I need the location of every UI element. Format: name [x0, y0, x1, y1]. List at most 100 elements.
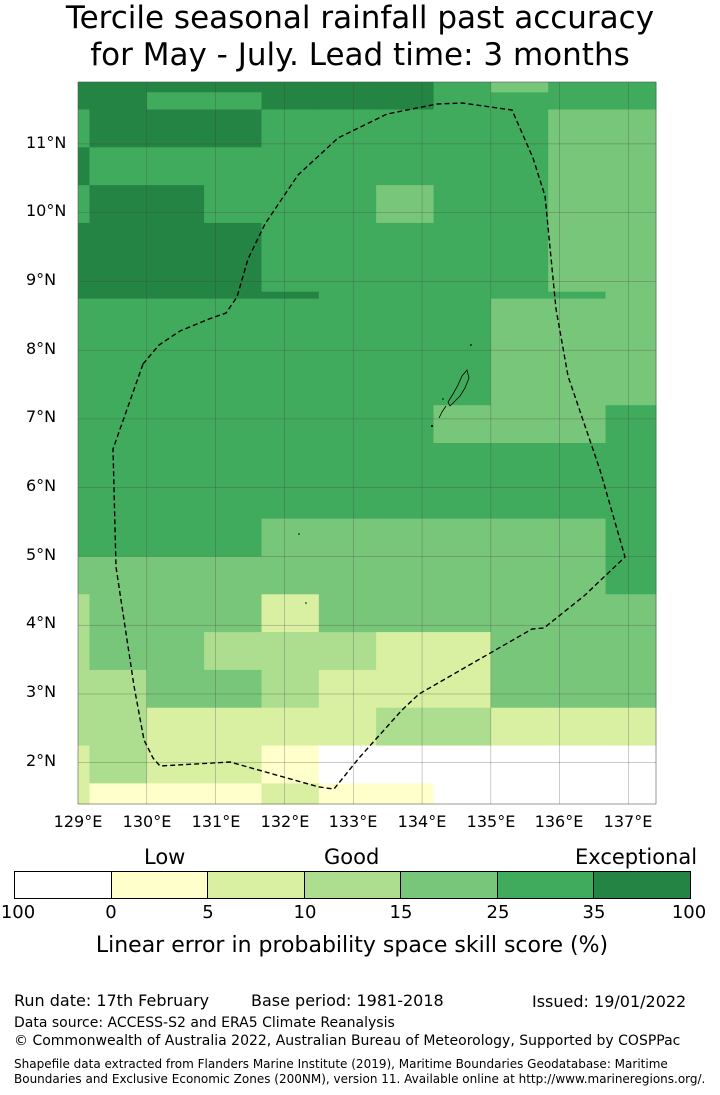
skill-cell	[548, 82, 607, 93]
skill-cell	[433, 405, 492, 444]
run-date: Run date: 17th February	[14, 991, 210, 1010]
issued-date: Issued: 19/01/2022	[532, 992, 687, 1011]
skill-cell	[89, 291, 148, 300]
skill-cell	[433, 594, 492, 633]
skill-cell	[605, 556, 657, 595]
skill-cell	[204, 291, 263, 300]
colorbar-tick: 25	[486, 902, 510, 923]
skill-cell	[204, 298, 263, 331]
skill-cell	[89, 669, 148, 709]
colorbar-tick: 100	[0, 902, 36, 923]
skill-cell	[376, 556, 435, 595]
skill-cell	[433, 367, 492, 406]
skill-cell	[548, 367, 607, 406]
skill-cell	[318, 329, 377, 368]
skill-cell	[89, 556, 148, 595]
skill-cell	[548, 480, 607, 520]
colorbar-title: Linear error in probability space skill …	[95, 933, 609, 958]
skill-cell	[605, 518, 657, 557]
skill-cell	[78, 632, 90, 671]
skill-cell	[204, 556, 263, 595]
skill-cell	[78, 783, 90, 805]
lon-label: 131°E	[191, 812, 241, 831]
skill-cell	[78, 443, 90, 482]
skill-cell	[548, 556, 607, 595]
lat-label: 8°N	[26, 339, 57, 358]
skill-cell	[146, 298, 205, 331]
skill-cell	[433, 783, 492, 805]
colorbar-bin	[304, 872, 402, 898]
skill-cell	[490, 82, 549, 93]
title-line-1: Tercile seasonal rainfall past accuracy	[65, 0, 655, 36]
skill-cell	[204, 480, 263, 520]
map-frame	[77, 81, 657, 805]
skill-cell	[318, 556, 377, 595]
skill-cell	[89, 185, 148, 224]
skill-cell	[318, 222, 377, 293]
skill-cell	[318, 82, 377, 93]
skill-cell	[146, 222, 205, 293]
skill-cell	[490, 669, 549, 709]
skill-cell	[433, 222, 492, 293]
skill-cell	[78, 92, 90, 111]
skill-cell	[261, 92, 320, 111]
skill-cell	[146, 669, 205, 709]
skill-cell	[146, 92, 205, 111]
lat-label: 7°N	[26, 407, 57, 426]
tobi-islet	[305, 602, 307, 604]
skill-cell	[204, 109, 263, 148]
skill-cell	[89, 632, 148, 671]
lon-label: 132°E	[260, 812, 310, 831]
skill-cell	[490, 632, 549, 671]
skill-cell	[204, 222, 263, 293]
colorbar-bin	[401, 872, 498, 898]
skill-cell	[146, 632, 205, 671]
skill-cell	[376, 222, 435, 293]
skill-cell	[548, 298, 607, 331]
skill-cell	[204, 405, 263, 444]
colorbar-bin	[497, 872, 595, 898]
skill-cell	[78, 291, 90, 300]
skill-cell	[89, 222, 148, 293]
skill-cell	[78, 556, 90, 595]
skill-cell	[146, 367, 205, 406]
skill-cell	[548, 291, 607, 300]
skill-cell	[261, 298, 320, 331]
skill-cell	[318, 745, 377, 784]
skill-cell	[376, 632, 435, 671]
lat-label: 5°N	[26, 545, 57, 564]
colorbar-tick: 35	[582, 902, 606, 923]
skill-cell	[261, 745, 320, 784]
skill-cell	[89, 367, 148, 406]
skill-cell	[261, 291, 320, 300]
skill-cell	[548, 443, 607, 482]
skill-cell	[204, 783, 263, 805]
colorbar-bin	[15, 872, 112, 898]
skill-cell	[605, 147, 657, 186]
skill-cell	[261, 82, 320, 93]
eez-boundary	[112, 102, 626, 790]
skill-cell	[433, 185, 492, 224]
skill-cell	[146, 147, 205, 186]
skill-cell	[204, 745, 263, 784]
skill-cell	[318, 147, 377, 186]
skill-cell	[146, 109, 205, 148]
base-period: Base period: 1981-2018	[251, 991, 444, 1010]
skill-cell	[204, 147, 263, 186]
skill-cell	[318, 109, 377, 148]
babeldaob-island	[447, 369, 470, 407]
skill-cell	[490, 367, 549, 406]
colorbar-bin	[594, 872, 691, 898]
skill-cell	[318, 594, 377, 633]
skill-cell	[318, 518, 377, 557]
skill-cell	[548, 147, 607, 186]
skill-cell	[433, 298, 492, 331]
skill-cell	[204, 185, 263, 224]
skill-cell	[490, 147, 549, 186]
colorbar-tick: 10	[293, 902, 317, 923]
skill-cell	[548, 185, 607, 224]
skill-cell	[89, 745, 148, 784]
skill-cell	[433, 443, 492, 482]
skill-cell	[548, 632, 607, 671]
skill-cell	[605, 669, 657, 709]
